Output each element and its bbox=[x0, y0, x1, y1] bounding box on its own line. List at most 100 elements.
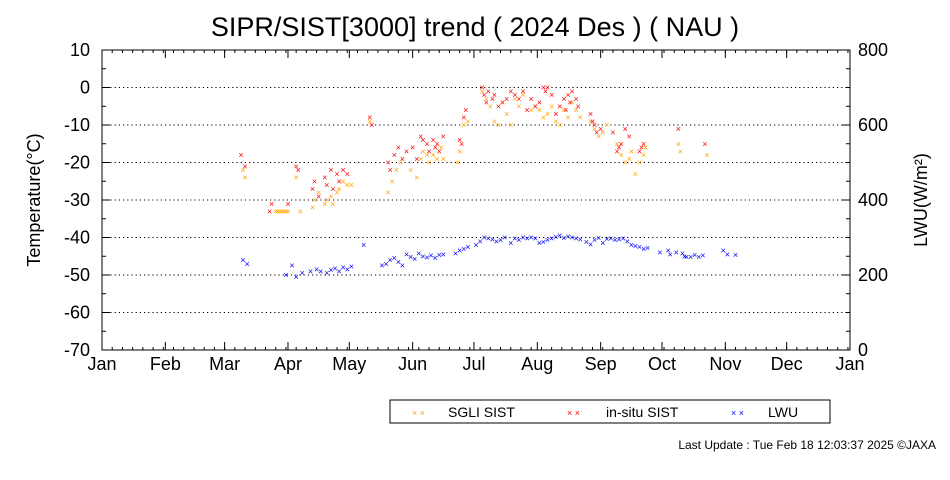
legend-marker: × × bbox=[567, 408, 580, 418]
data-point: × bbox=[567, 98, 572, 108]
data-point: × bbox=[610, 128, 615, 138]
data-point: × bbox=[432, 253, 437, 263]
data-point: × bbox=[524, 234, 529, 244]
data-point: × bbox=[418, 154, 423, 164]
data-point: × bbox=[277, 206, 282, 216]
data-point: × bbox=[283, 206, 288, 216]
data-point: × bbox=[361, 240, 366, 250]
data-point: × bbox=[543, 86, 548, 96]
data-point: × bbox=[725, 249, 730, 259]
series-in-situ-sist: ×××× ×××××××××××××××××××××× ××××××××××× ×××… bbox=[238, 83, 707, 217]
data-point: × bbox=[545, 83, 550, 93]
data-point: × bbox=[385, 158, 390, 168]
data-point: × bbox=[477, 236, 482, 246]
data-point: × bbox=[490, 234, 495, 244]
data-point: × bbox=[465, 116, 470, 126]
data-point: × bbox=[461, 113, 466, 123]
data-point: × bbox=[285, 206, 290, 216]
data-point: × bbox=[696, 252, 701, 262]
data-point: × bbox=[330, 184, 335, 194]
data-point: × bbox=[437, 250, 442, 260]
data-point: × bbox=[314, 264, 319, 274]
data-point: × bbox=[388, 165, 393, 175]
series-sgli-sist: ××××××××××× ××××××××××××××××××××××××××× ××… bbox=[240, 86, 709, 216]
data-point: × bbox=[408, 252, 413, 262]
data-point: × bbox=[486, 86, 491, 96]
legend-box bbox=[389, 399, 831, 424]
data-point: × bbox=[281, 206, 286, 216]
data-point: × bbox=[424, 139, 429, 149]
data-point: × bbox=[604, 120, 609, 130]
data-point: × bbox=[318, 266, 323, 276]
data-point: × bbox=[310, 203, 315, 213]
data-point: × bbox=[592, 124, 597, 134]
legend: × × SGLI SIST × × in-situ SIST × × LWU bbox=[389, 399, 831, 424]
data-point: × bbox=[400, 261, 405, 271]
data-point: × bbox=[383, 259, 388, 269]
data-point: × bbox=[345, 180, 350, 190]
data-point: × bbox=[294, 173, 299, 183]
data-point: × bbox=[512, 90, 517, 100]
data-point: × bbox=[665, 246, 670, 256]
data-point: × bbox=[676, 139, 681, 149]
data-point: × bbox=[563, 105, 568, 115]
data-point: × bbox=[608, 233, 613, 243]
data-point: × bbox=[244, 259, 249, 269]
data-point: × bbox=[367, 116, 372, 126]
legend-label: LWU bbox=[768, 404, 798, 420]
data-point: × bbox=[574, 94, 579, 104]
data-point: × bbox=[367, 113, 372, 123]
data-point: × bbox=[457, 135, 462, 145]
data-point: × bbox=[629, 146, 634, 156]
data-point: × bbox=[680, 248, 685, 258]
data-point: × bbox=[637, 146, 642, 156]
data-point: × bbox=[502, 233, 507, 243]
data-point: × bbox=[494, 236, 499, 246]
data-point: × bbox=[668, 249, 673, 259]
data-point: × bbox=[704, 150, 709, 160]
x-tick-label: Jul bbox=[462, 354, 485, 374]
data-point: × bbox=[322, 199, 327, 209]
data-point: × bbox=[457, 146, 462, 156]
data-point: × bbox=[336, 266, 341, 276]
data-point: × bbox=[641, 244, 646, 254]
data-point: × bbox=[459, 139, 464, 149]
data-point: × bbox=[479, 86, 484, 96]
data-point: × bbox=[557, 101, 562, 111]
data-point: × bbox=[576, 101, 581, 111]
data-point: × bbox=[627, 131, 632, 141]
data-point: × bbox=[453, 248, 458, 258]
data-points: ××××××××××× ××××××××××××××××××××××××××× ××… bbox=[238, 83, 738, 282]
x-tick-label: Mar bbox=[209, 354, 240, 374]
data-point: × bbox=[639, 143, 644, 153]
data-point: × bbox=[637, 242, 642, 252]
data-point: × bbox=[322, 173, 327, 183]
axis-ticks bbox=[101, 49, 851, 351]
data-point: × bbox=[516, 94, 521, 104]
data-point: × bbox=[692, 250, 697, 260]
data-point: × bbox=[349, 261, 354, 271]
data-point: × bbox=[553, 109, 558, 119]
data-point: × bbox=[545, 235, 550, 245]
data-point: × bbox=[379, 261, 384, 271]
data-point: × bbox=[588, 116, 593, 126]
data-point: × bbox=[457, 246, 462, 256]
data-point: × bbox=[500, 98, 505, 108]
data-point: × bbox=[529, 105, 534, 115]
x-tick-label: Jun bbox=[398, 354, 427, 374]
y-axis-tick-labels: 10 0 -10 -20 -30 -40 -50 -60 -70 bbox=[64, 40, 90, 360]
data-point: × bbox=[721, 246, 726, 256]
data-point: × bbox=[488, 101, 493, 111]
data-point: × bbox=[596, 233, 601, 243]
data-point: × bbox=[674, 248, 679, 258]
data-point: × bbox=[463, 105, 468, 115]
data-point: × bbox=[496, 101, 501, 111]
data-point: × bbox=[618, 139, 623, 149]
data-point: × bbox=[645, 243, 650, 253]
y-axis-label: Temperature(°C) bbox=[24, 133, 44, 266]
data-point: × bbox=[633, 241, 638, 251]
data-point: × bbox=[298, 206, 303, 216]
data-point: × bbox=[549, 101, 554, 111]
data-point: × bbox=[334, 169, 339, 179]
data-point: × bbox=[604, 234, 609, 244]
